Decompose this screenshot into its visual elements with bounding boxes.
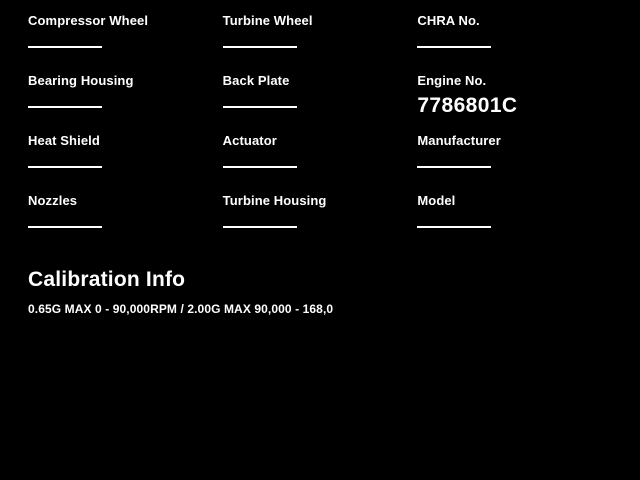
- field-bearing-housing[interactable]: Bearing Housing: [28, 72, 223, 132]
- field-label: CHRA No.: [417, 13, 480, 28]
- field-underline: [222, 106, 297, 108]
- calibration-title: Calibration Info: [28, 268, 186, 291]
- field-chra-no[interactable]: CHRA No.: [417, 12, 612, 72]
- field-label: Engine No.: [417, 73, 487, 88]
- field-label: Model: [417, 193, 456, 208]
- field-underline: [222, 226, 297, 228]
- field-underline: [28, 106, 102, 108]
- field-label: Compressor Wheel: [28, 13, 149, 28]
- field-manufacturer[interactable]: Manufacturer: [417, 132, 612, 192]
- field-row: Bearing Housing Back Plate Engine No. 77…: [28, 72, 612, 132]
- calibration-section: Calibration Info 0.65G MAX 0 - 90,000RPM…: [28, 268, 612, 316]
- field-row: Heat Shield Actuator Manufacturer: [28, 132, 612, 192]
- field-label: Actuator: [222, 133, 277, 148]
- field-row: Nozzles Turbine Housing Model: [28, 192, 612, 252]
- field-back-plate[interactable]: Back Plate: [222, 72, 418, 132]
- field-turbine-wheel[interactable]: Turbine Wheel: [222, 12, 418, 72]
- field-label: Turbine Wheel: [222, 13, 313, 28]
- field-compressor-wheel[interactable]: Compressor Wheel: [28, 12, 223, 72]
- field-underline: [417, 166, 492, 168]
- field-label: Back Plate: [222, 73, 290, 88]
- field-row: Compressor Wheel Turbine Wheel CHRA No.: [28, 12, 612, 72]
- field-label: Heat Shield: [28, 133, 100, 148]
- calibration-detail: 0.65G MAX 0 - 90,000RPM / 2.00G MAX 90,0…: [28, 302, 334, 316]
- field-underline: [417, 226, 492, 228]
- field-model[interactable]: Model: [417, 192, 612, 252]
- field-label: Manufacturer: [417, 133, 501, 148]
- field-label: Turbine Housing: [222, 193, 327, 208]
- field-underline: [28, 46, 102, 48]
- field-turbine-housing[interactable]: Turbine Housing: [222, 192, 418, 252]
- field-underline: [28, 166, 102, 168]
- field-value-engine-no: 7786801C: [417, 94, 518, 117]
- field-nozzles[interactable]: Nozzles: [28, 192, 223, 252]
- field-heat-shield[interactable]: Heat Shield: [28, 132, 223, 192]
- field-label: Bearing Housing: [28, 73, 134, 88]
- field-underline: [28, 226, 102, 228]
- field-underline: [417, 46, 492, 48]
- field-underline: [222, 46, 297, 48]
- field-underline: [222, 166, 297, 168]
- field-actuator[interactable]: Actuator: [222, 132, 418, 192]
- field-engine-no[interactable]: Engine No. 7786801C: [417, 72, 612, 132]
- field-label: Nozzles: [28, 193, 78, 208]
- field-grid: Compressor Wheel Turbine Wheel CHRA No. …: [28, 12, 612, 252]
